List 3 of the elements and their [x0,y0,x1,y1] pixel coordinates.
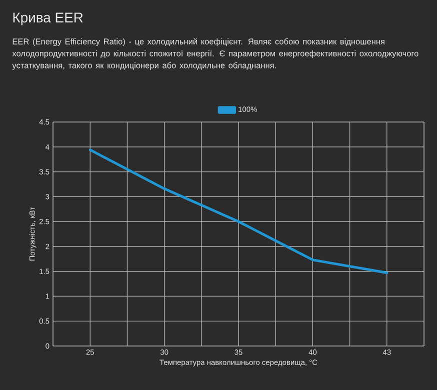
line-series [88,148,388,274]
chart-title: Крива EER [13,12,83,26]
chart-subtitle: EER (Energy Efficiency Ratio) - це холодильний коефіцієнт. Являє собою показник відношення холодопродуктивності до кількості спожитої енергії. Є параметром енергоефективності охолоджуючого устаткування, такого як кондиціонери або холодильне обладнання. [12,38,418,70]
